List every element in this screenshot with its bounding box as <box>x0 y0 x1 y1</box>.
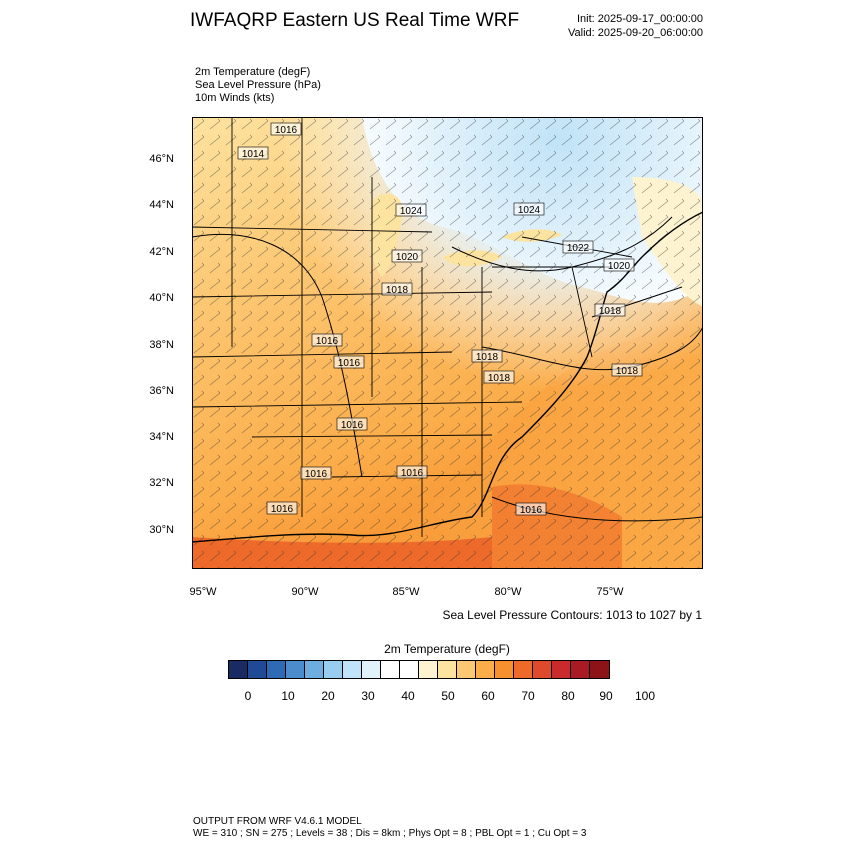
svg-text:1018: 1018 <box>488 373 511 384</box>
x-tick: 90°W <box>291 586 319 598</box>
map-graphic: 1016 1014 1024 1024 1022 1020 <box>192 117 703 569</box>
svg-text:1020: 1020 <box>608 261 631 272</box>
footer-config: WE = 310 ; SN = 275 ; Levels = 38 ; Dis … <box>193 828 587 839</box>
pressure-label: 1016 <box>300 466 332 480</box>
colorbar-tick: 10 <box>281 689 295 703</box>
x-tick: 80°W <box>494 586 522 598</box>
svg-text:1016: 1016 <box>520 505 543 516</box>
colorbar-tick: 90 <box>599 689 613 703</box>
field-label-temperature: 2m Temperature (degF) <box>195 66 311 78</box>
colorbar-swatch <box>514 661 533 678</box>
colorbar-tick: 100 <box>634 689 656 703</box>
svg-text:1014: 1014 <box>242 149 265 160</box>
svg-text:1024: 1024 <box>518 205 541 216</box>
svg-text:1016: 1016 <box>305 469 328 480</box>
pressure-label: 1016 <box>333 355 365 369</box>
colorbar-swatch <box>381 661 400 678</box>
colorbar-title: 2m Temperature (degF) <box>384 642 510 656</box>
svg-text:1016: 1016 <box>341 420 364 431</box>
colorbar-swatch <box>419 661 438 678</box>
colorbar-swatch <box>438 661 457 678</box>
pressure-label: 1016 <box>266 501 298 515</box>
y-tick: 42°N <box>149 246 174 258</box>
x-tick: 75°W <box>596 586 624 598</box>
contour-note: Sea Level Pressure Contours: 1013 to 102… <box>442 608 703 622</box>
pressure-label: 1014 <box>237 146 269 160</box>
y-tick: 30°N <box>149 524 174 536</box>
y-tick: 46°N <box>149 153 174 165</box>
pressure-label: 1022 <box>562 240 594 254</box>
init-time: Init: 2025-09-17_00:00:00 <box>577 13 703 25</box>
svg-text:1018: 1018 <box>599 306 622 317</box>
pressure-label: 1018 <box>611 363 643 377</box>
y-tick: 34°N <box>149 431 174 443</box>
map-panel: 1016 1014 1024 1024 1022 1020 <box>192 117 703 569</box>
field-label-winds: 10m Winds (kts) <box>195 92 275 104</box>
colorbar-swatch <box>590 661 609 678</box>
pressure-label: 1024 <box>513 202 545 216</box>
colorbar-tick: 30 <box>361 689 375 703</box>
pressure-label: 1024 <box>395 203 427 217</box>
colorbar-swatch <box>552 661 571 678</box>
colorbar-swatch <box>457 661 476 678</box>
pressure-label: 1020 <box>603 258 635 272</box>
y-tick: 38°N <box>149 339 174 351</box>
colorbar-swatch <box>324 661 343 678</box>
valid-time: Valid: 2025-09-20_06:00:00 <box>568 27 703 39</box>
pressure-label: 1016 <box>336 417 368 431</box>
field-label-pressure: Sea Level Pressure (hPa) <box>195 79 321 91</box>
y-tick: 32°N <box>149 477 174 489</box>
svg-text:1016: 1016 <box>271 504 294 515</box>
pressure-label: 1018 <box>594 303 626 317</box>
pressure-label: 1020 <box>391 249 423 263</box>
colorbar-swatch <box>495 661 514 678</box>
pressure-label: 1016 <box>270 122 302 136</box>
plot-title: IWFAQRP Eastern US Real Time WRF <box>190 10 520 31</box>
svg-text:1016: 1016 <box>316 336 339 347</box>
colorbar-tick: 20 <box>321 689 335 703</box>
colorbar-swatch <box>248 661 267 678</box>
colorbar-tick: 40 <box>401 689 415 703</box>
colorbar-tick: 70 <box>521 689 535 703</box>
svg-text:1016: 1016 <box>401 468 424 479</box>
colorbar-swatch <box>229 661 248 678</box>
y-tick: 40°N <box>149 292 174 304</box>
colorbar-tick: 50 <box>441 689 455 703</box>
pressure-label: 1016 <box>515 502 547 516</box>
colorbar-swatch <box>267 661 286 678</box>
colorbar-swatch <box>305 661 324 678</box>
svg-text:1024: 1024 <box>400 206 423 217</box>
y-tick: 36°N <box>149 385 174 397</box>
footer-model: OUTPUT FROM WRF V4.6.1 MODEL <box>193 816 362 827</box>
svg-text:1020: 1020 <box>396 252 419 263</box>
svg-text:1018: 1018 <box>476 352 499 363</box>
x-tick: 95°W <box>189 586 217 598</box>
colorbar <box>228 660 610 679</box>
pressure-label: 1016 <box>396 465 428 479</box>
pressure-label: 1018 <box>381 282 413 296</box>
svg-text:1016: 1016 <box>338 358 361 369</box>
colorbar-swatch <box>400 661 419 678</box>
colorbar-tick: 60 <box>481 689 495 703</box>
colorbar-swatch <box>533 661 552 678</box>
colorbar-swatch <box>286 661 305 678</box>
svg-text:1022: 1022 <box>567 243 590 254</box>
colorbar-swatch <box>343 661 362 678</box>
svg-text:1018: 1018 <box>616 366 639 377</box>
pressure-label: 1018 <box>483 370 515 384</box>
colorbar-swatch <box>571 661 590 678</box>
colorbar-swatch <box>476 661 495 678</box>
colorbar-tick: 0 <box>244 689 252 703</box>
colorbar-tick: 80 <box>561 689 575 703</box>
svg-text:1018: 1018 <box>386 285 409 296</box>
x-tick: 85°W <box>392 586 420 598</box>
y-tick: 44°N <box>149 199 174 211</box>
pressure-label: 1016 <box>311 333 343 347</box>
svg-text:1016: 1016 <box>275 125 298 136</box>
pressure-label: 1018 <box>471 349 503 363</box>
colorbar-swatch <box>362 661 381 678</box>
